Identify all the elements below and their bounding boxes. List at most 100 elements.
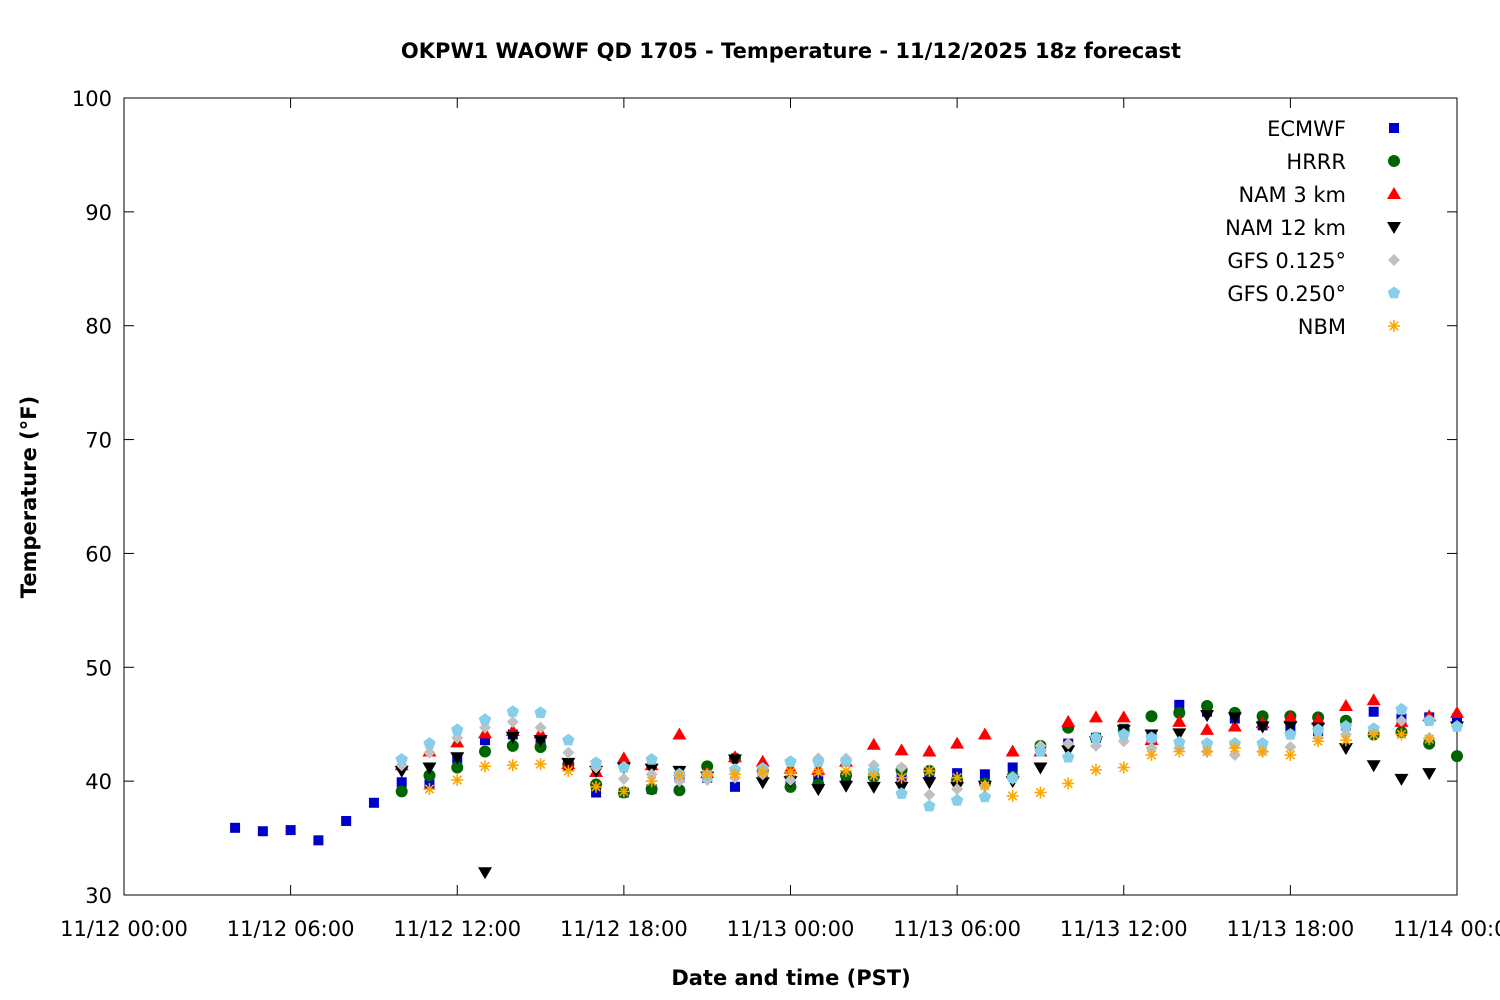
data-point (1145, 748, 1158, 761)
data-point (894, 743, 909, 756)
data-point (1088, 710, 1103, 723)
data-point (1227, 712, 1242, 725)
data-point (1227, 719, 1242, 732)
data-point (1283, 710, 1298, 723)
data-point (672, 727, 687, 740)
data-point (1368, 706, 1379, 717)
data-point (257, 826, 268, 837)
y-tick-label: 60 (85, 542, 112, 566)
axis-ticks: 30 40 50 60 70 80 90 100 11/12 00:00 11/12 06:00 1… (60, 87, 1500, 941)
data-point (1116, 710, 1131, 723)
data-point (533, 735, 548, 748)
data-point (368, 797, 379, 808)
data-point (1422, 768, 1437, 781)
data-point (423, 769, 436, 782)
data-point (923, 799, 936, 812)
data-point (1034, 786, 1047, 799)
data-point (1005, 744, 1020, 757)
data-point (1089, 731, 1103, 744)
data-point (867, 769, 880, 782)
data-point (1145, 710, 1158, 723)
legend-label: ECMWF (1267, 117, 1346, 141)
data-point (1062, 750, 1075, 763)
data-point (784, 755, 797, 767)
data-point (1338, 743, 1353, 756)
data-point (1034, 745, 1047, 757)
data-point (979, 769, 990, 780)
data-point (285, 825, 296, 836)
legend-marker (1388, 254, 1400, 266)
data-point (1451, 750, 1463, 763)
data-point (784, 766, 797, 779)
y-axis-label: Temperature (°F) (17, 396, 41, 598)
data-point (616, 751, 631, 764)
data-point (589, 756, 603, 769)
data-point (755, 754, 770, 767)
data-point (866, 737, 881, 750)
data-point (1172, 728, 1187, 741)
legend-marker (1388, 320, 1400, 332)
x-tick-label: 11/12 12:00 (393, 917, 521, 941)
chart-title: OKPW1 WAOWF QD 1705 - Temperature - 11/1… (401, 39, 1181, 63)
data-point (701, 768, 714, 781)
data-point (839, 755, 853, 767)
data-point (1311, 712, 1326, 725)
data-point (1366, 693, 1381, 706)
y-tick-label: 40 (85, 770, 112, 794)
series-nbm (423, 728, 1436, 802)
data-point (562, 746, 575, 759)
y-tick-label: 50 (85, 656, 112, 680)
data-point (534, 706, 547, 719)
legend-marker (1387, 187, 1401, 199)
data-point (617, 772, 630, 785)
data-point (951, 783, 964, 796)
legend-label: HRRR (1286, 150, 1346, 174)
legend: ECMWF HRRR NAM 3 km NAM 12 km GFS 0.125° GFS … (1225, 117, 1401, 339)
data-point (1033, 762, 1048, 775)
data-point (479, 745, 492, 758)
data-point (1201, 699, 1214, 712)
data-point (396, 777, 407, 788)
y-tick-label: 70 (85, 429, 112, 453)
data-point (950, 794, 964, 806)
data-point (506, 759, 519, 772)
data-point (923, 764, 936, 777)
data-point (1172, 714, 1187, 727)
data-point (1062, 737, 1075, 750)
data-point (506, 705, 519, 717)
data-point (478, 867, 493, 880)
data-point (1312, 723, 1325, 736)
data-point (1007, 762, 1018, 773)
data-point (1395, 714, 1408, 727)
data-point (951, 771, 964, 784)
data-point (727, 754, 742, 767)
data-point (423, 783, 436, 796)
data-point (1450, 720, 1464, 732)
data-point (534, 758, 547, 771)
data-point (1284, 740, 1297, 753)
data-point (479, 760, 492, 773)
data-point (451, 774, 464, 787)
data-point (451, 723, 464, 736)
data-point (534, 721, 547, 734)
legend-label: GFS 0.250° (1227, 282, 1346, 306)
data-point (1423, 714, 1436, 727)
data-point (562, 733, 575, 746)
data-point (950, 736, 965, 749)
data-point (1395, 728, 1408, 741)
data-point (1117, 728, 1130, 740)
data-point (645, 775, 658, 788)
data-point (1061, 714, 1076, 727)
y-tick-label: 80 (85, 315, 112, 339)
data-point (422, 762, 437, 775)
data-point (1173, 745, 1186, 758)
data-point (840, 764, 853, 777)
data-point (1173, 735, 1186, 748)
data-point (895, 771, 908, 784)
data-point (923, 788, 936, 801)
data-point (895, 761, 908, 774)
data-point (1228, 742, 1241, 755)
data-point (1338, 698, 1353, 711)
data-point (394, 765, 409, 778)
data-point (645, 783, 658, 796)
